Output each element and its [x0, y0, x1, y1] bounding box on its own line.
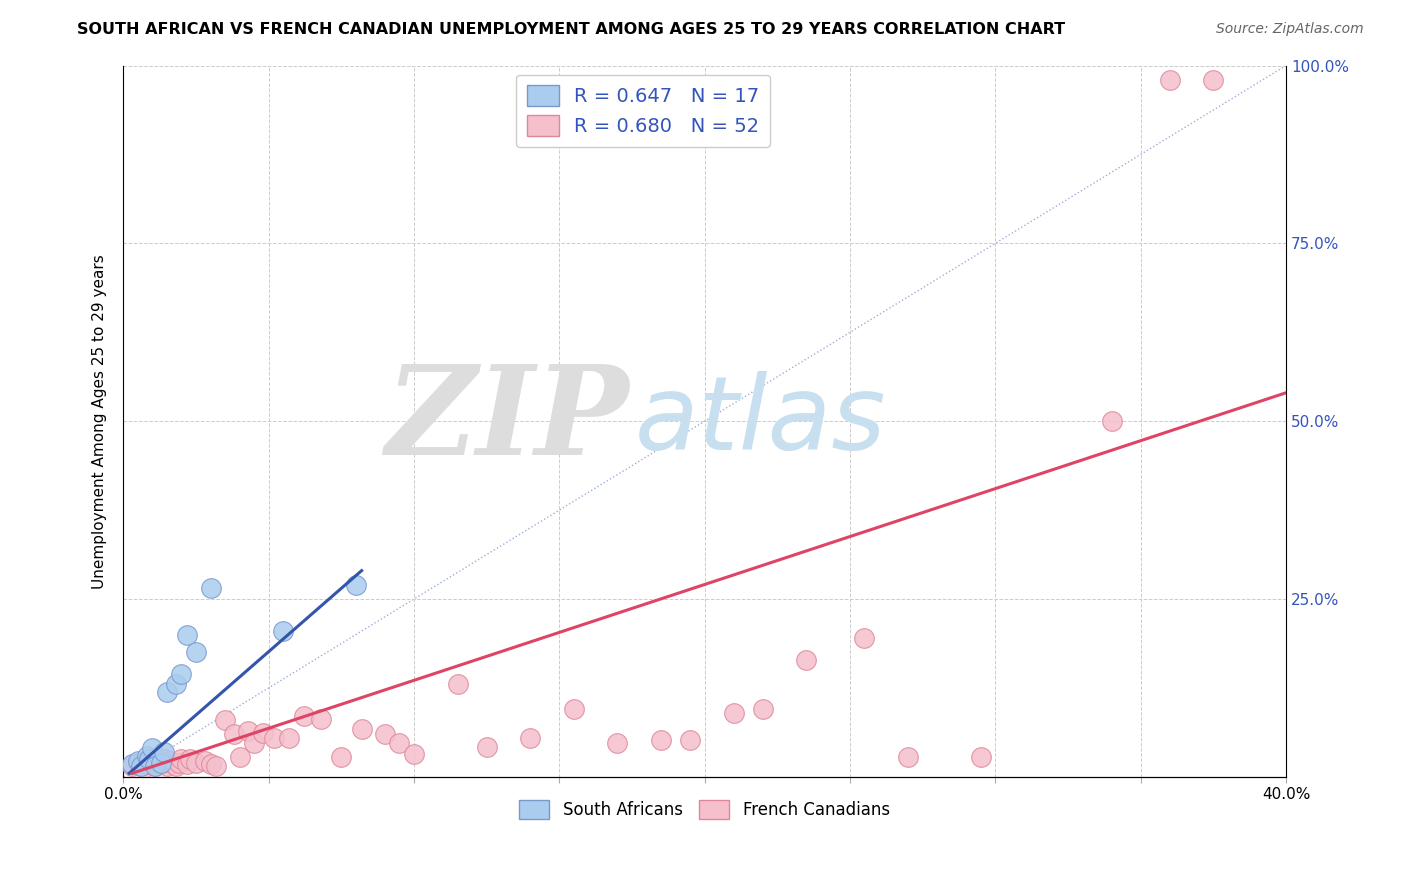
Point: [650, 732, 672, 747]
Point: [271, 624, 294, 638]
Point: [200, 757, 222, 772]
Point: [1101, 414, 1123, 428]
Point: [200, 582, 222, 596]
Point: [970, 750, 993, 764]
Point: [121, 757, 143, 772]
Point: [374, 727, 396, 741]
Point: [205, 759, 228, 773]
Y-axis label: Unemployment Among Ages 25 to 29 years: Unemployment Among Ages 25 to 29 years: [93, 254, 107, 589]
Point: [796, 652, 818, 666]
Point: [388, 736, 411, 750]
Point: [752, 702, 775, 716]
Point: [148, 756, 170, 770]
Point: [853, 631, 876, 645]
Point: [143, 759, 166, 773]
Text: Source: ZipAtlas.com: Source: ZipAtlas.com: [1216, 22, 1364, 37]
Point: [350, 722, 373, 736]
Point: [723, 706, 745, 720]
Point: [292, 709, 315, 723]
Point: [129, 759, 152, 773]
Point: [184, 645, 207, 659]
Point: [222, 727, 245, 741]
Point: [194, 754, 217, 768]
Point: [156, 684, 179, 698]
Point: [263, 731, 285, 745]
Point: [679, 732, 702, 747]
Point: [1202, 72, 1225, 87]
Point: [402, 747, 425, 761]
Point: [121, 759, 143, 773]
Point: [138, 752, 160, 766]
Point: [214, 713, 236, 727]
Point: [165, 677, 187, 691]
Point: [150, 757, 173, 772]
Point: [135, 757, 157, 772]
Point: [170, 752, 193, 766]
Point: [184, 756, 207, 770]
Text: ZIP: ZIP: [385, 360, 628, 482]
Point: [127, 754, 149, 768]
Point: [153, 745, 176, 759]
Point: [897, 750, 920, 764]
Legend: South Africans, French Canadians: South Africans, French Canadians: [513, 793, 897, 825]
Point: [330, 750, 353, 764]
Point: [238, 723, 260, 738]
Point: [165, 759, 187, 773]
Point: [162, 757, 184, 772]
Point: [170, 666, 193, 681]
Point: [344, 578, 367, 592]
Point: [309, 712, 332, 726]
Point: [176, 627, 198, 641]
Point: [606, 736, 628, 750]
Point: [132, 761, 155, 775]
Point: [446, 677, 468, 691]
Point: [143, 759, 166, 773]
Point: [519, 731, 541, 745]
Point: [176, 757, 198, 772]
Point: [167, 756, 190, 770]
Point: [153, 752, 176, 766]
Point: [159, 754, 181, 768]
Text: SOUTH AFRICAN VS FRENCH CANADIAN UNEMPLOYMENT AMONG AGES 25 TO 29 YEARS CORRELAT: SOUTH AFRICAN VS FRENCH CANADIAN UNEMPLO…: [77, 22, 1066, 37]
Point: [562, 702, 585, 716]
Point: [141, 741, 163, 756]
Point: [475, 739, 498, 754]
Point: [150, 756, 173, 770]
Point: [278, 731, 301, 745]
Point: [243, 736, 266, 750]
Point: [179, 752, 201, 766]
Point: [1159, 72, 1181, 87]
Point: [135, 748, 157, 763]
Point: [228, 750, 250, 764]
Point: [127, 756, 149, 770]
Text: atlas: atlas: [636, 371, 886, 471]
Point: [141, 754, 163, 768]
Point: [252, 725, 274, 739]
Point: [156, 759, 179, 773]
